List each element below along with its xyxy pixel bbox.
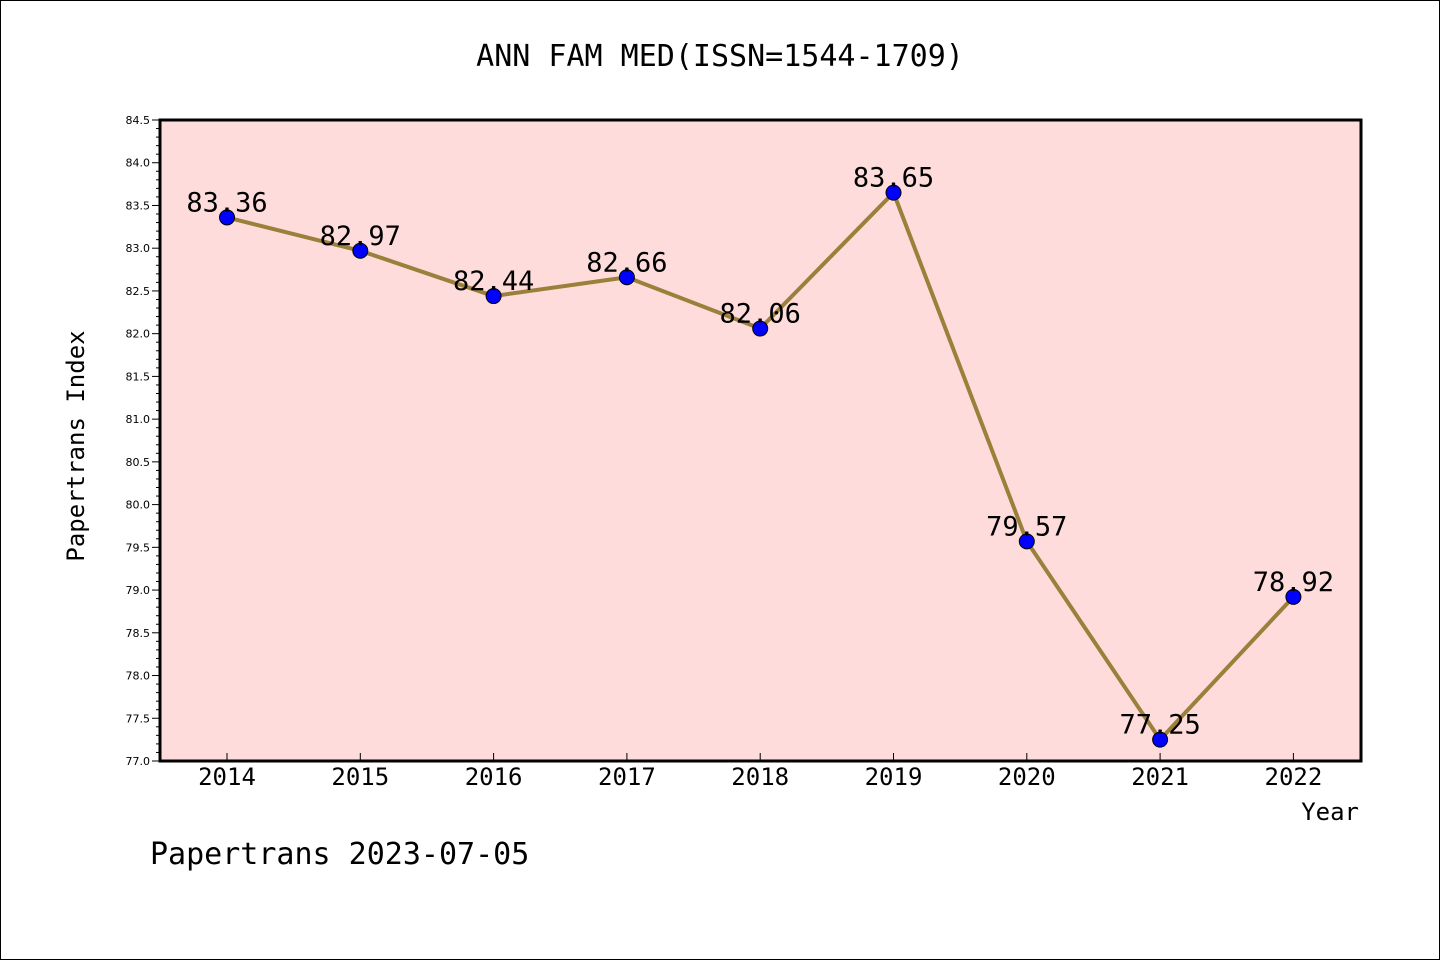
footer-text: Papertrans 2023-07-05	[150, 837, 529, 872]
series-line-layer: 83.36 82.97 82.44 82.66 82.06 83.65 79.57 77.25…	[186, 163, 1334, 748]
y-tick-label: 83.5	[126, 199, 151, 212]
data-point	[1152, 731, 1169, 748]
data-label: 82.97	[320, 221, 401, 252]
data-point	[752, 320, 769, 337]
y-tick-label: 82.5	[126, 285, 151, 298]
y-axis-label: Papertrans Index	[62, 330, 90, 561]
x-tick-label: 2018	[731, 763, 789, 791]
x-tick-label: 2022	[1265, 763, 1323, 791]
x-tick-label: 2019	[865, 763, 923, 791]
y-tick-label: 81.0	[126, 413, 151, 426]
y-tick-label: 78.5	[126, 627, 151, 640]
y-tick-label: 80.5	[126, 456, 151, 469]
data-label: 78.92	[1253, 567, 1334, 598]
data-label: 82.66	[586, 247, 667, 278]
y-axis: 77.0 77.5 78.0 78.5 79.0 79.5 80.0 80.5 81.0 81.5…	[126, 114, 160, 768]
chart-title: ANN FAM MED(ISSN=1544-1709)	[476, 39, 964, 74]
x-tick-label: 2016	[465, 763, 523, 791]
x-tick-label: 2014	[198, 763, 256, 791]
data-label: 82.06	[720, 299, 801, 330]
y-tick-label: 77.0	[126, 755, 151, 768]
data-point	[618, 269, 635, 286]
data-label: 83.36	[186, 187, 267, 218]
y-tick-label: 84.0	[126, 157, 151, 170]
y-tick-label: 81.5	[126, 370, 151, 383]
x-tick-label: 2021	[1131, 763, 1189, 791]
x-axis: 2014 2015 2016 2017 2018 2019 2020 2021 2022	[198, 753, 1322, 791]
y-tick-label: 80.0	[126, 499, 151, 512]
x-tick-label: 2015	[331, 763, 389, 791]
x-tick-label: 2017	[598, 763, 656, 791]
data-point	[1285, 588, 1302, 605]
x-axis-label: Year	[1301, 798, 1359, 826]
data-label: 83.65	[853, 163, 934, 194]
plot-border	[158, 118, 1363, 763]
y-tick-label: 78.0	[126, 670, 151, 683]
plot-area	[160, 120, 1361, 761]
y-tick-label: 83.0	[126, 242, 151, 255]
y-tick-label: 77.5	[126, 712, 151, 725]
data-point	[219, 209, 235, 226]
y-tick-label: 82.0	[126, 328, 151, 341]
x-tick-label: 2020	[998, 763, 1056, 791]
data-label: 77.25	[1119, 710, 1200, 741]
data-point	[352, 242, 369, 259]
y-tick-label: 84.5	[126, 114, 151, 127]
y-tick-label: 79.5	[126, 541, 151, 554]
data-point	[1018, 533, 1035, 550]
data-label: 79.57	[986, 511, 1067, 542]
data-point	[485, 288, 502, 305]
data-point	[885, 184, 902, 201]
data-label: 82.44	[453, 266, 534, 297]
y-tick-label: 79.0	[126, 584, 151, 597]
